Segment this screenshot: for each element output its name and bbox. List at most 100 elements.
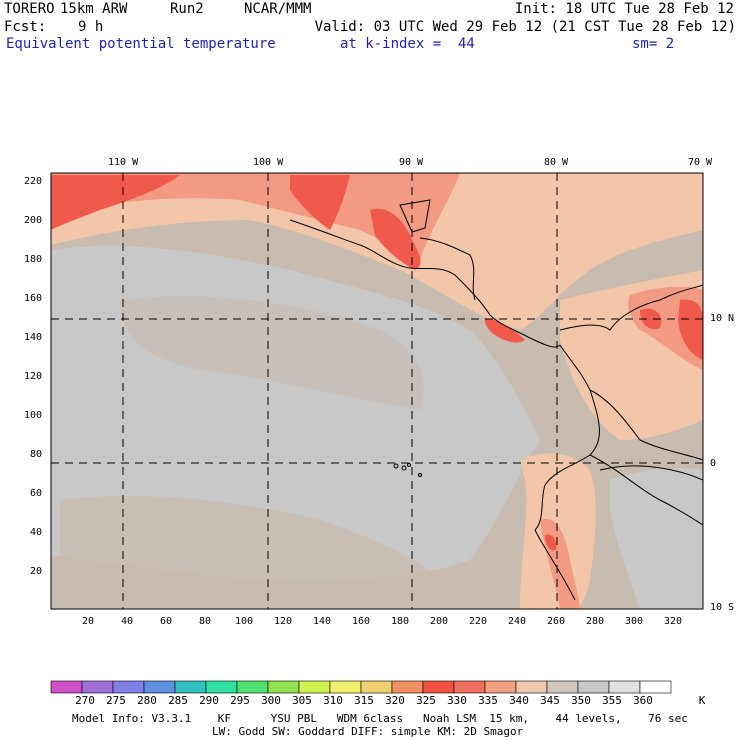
colorbar-swatch — [174, 680, 207, 694]
hot-region-central-america — [370, 208, 421, 270]
x-tick: 180 — [391, 616, 410, 627]
model-info: Model Info: V3.3.1 KF YSU PBL WDM 6class… — [72, 712, 688, 725]
lon-label-80w: 80 W — [544, 157, 569, 168]
forecast-hour: 9 h — [78, 19, 104, 35]
y-tick: 60 — [30, 488, 43, 499]
cool-amazon-region — [610, 468, 703, 609]
x-tick: 100 — [235, 616, 254, 627]
forecast-label: Fcst: — [4, 19, 47, 35]
ocean-tan-band — [120, 296, 424, 410]
hot-region-northwest — [51, 175, 180, 230]
run-label: Run2 — [170, 1, 204, 17]
init-time: Init: 18 UTC Tue 28 Feb 12 — [514, 1, 734, 17]
x-tick: 160 — [352, 616, 371, 627]
y-tick: 20 — [30, 566, 43, 577]
y-tick: 40 — [30, 527, 43, 538]
colorbar-swatch — [422, 680, 455, 694]
lat-label-10s: 10 S — [710, 602, 735, 613]
x-tick: 80 — [199, 616, 212, 627]
colorbar-level: 335 — [478, 694, 498, 707]
lat-lon-grid — [51, 173, 703, 609]
warm-salmon-band-north — [51, 173, 460, 260]
model-resolution: 15km ARW — [60, 1, 128, 17]
colorbar-level: 290 — [199, 694, 219, 707]
center-label: NCAR/MMM — [244, 1, 312, 17]
y-tick: 220 — [24, 176, 43, 187]
x-tick: 260 — [547, 616, 566, 627]
y-tick: 140 — [24, 332, 43, 343]
hot-region-venezuela — [640, 299, 703, 360]
coastlines — [289, 199, 703, 601]
colorbar-level: 355 — [602, 694, 622, 707]
x-tick: 120 — [274, 616, 293, 627]
x-tick: 200 — [430, 616, 449, 627]
y-tick: 120 — [24, 371, 43, 382]
lon-label-110w: 110 W — [108, 157, 139, 168]
colorbar-swatch — [484, 680, 517, 694]
hot-region-costa-rica — [484, 318, 525, 343]
physics-info: LW: Godd SW: Goddard DIFF: simple KM: 2D… — [212, 725, 524, 738]
x-tick: 40 — [121, 616, 134, 627]
y-tick: 200 — [24, 215, 43, 226]
level-label: at k-index = 44 — [340, 36, 475, 52]
colorbar-level: 300 — [261, 694, 281, 707]
colorbar-level: 350 — [571, 694, 591, 707]
x-tick: 280 — [586, 616, 605, 627]
y-tick: 180 — [24, 254, 43, 265]
colorbar-level: 310 — [323, 694, 343, 707]
colorbar-swatch — [515, 680, 548, 694]
colorbar-level: 305 — [292, 694, 312, 707]
colorbar-swatch — [81, 680, 114, 694]
colorbar-level: 280 — [137, 694, 157, 707]
colorbar-swatch — [391, 680, 424, 694]
map-frame — [50, 172, 704, 610]
colorbar-swatch — [453, 680, 486, 694]
x-tick: 220 — [469, 616, 488, 627]
x-tick: 140 — [313, 616, 332, 627]
y-tick: 160 — [24, 293, 43, 304]
x-tick: 300 — [625, 616, 644, 627]
colorbar-swatch — [205, 680, 238, 694]
hot-region-mexico-coast — [290, 175, 350, 230]
colorbar — [50, 680, 672, 694]
colorbar-level: 275 — [106, 694, 126, 707]
field-name: Equivalent potential temperature — [6, 36, 276, 52]
colorbar-swatch — [298, 680, 331, 694]
colorbar-swatch — [329, 680, 362, 694]
lon-label-90w: 90 W — [399, 157, 424, 168]
colorbar-level: 340 — [509, 694, 529, 707]
smoothing-label: sm= 2 — [632, 36, 675, 52]
y-tick: 80 — [30, 449, 43, 460]
colorbar-level: 360 — [633, 694, 653, 707]
lon-label-70w: 70 W — [688, 157, 713, 168]
lat-label-0: 0 — [710, 458, 717, 469]
colorbar-swatch — [236, 680, 269, 694]
y-tick: 100 — [24, 410, 43, 421]
colorbar-swatch — [360, 680, 393, 694]
colorbar-level: 320 — [385, 694, 405, 707]
colorbar-swatch — [577, 680, 610, 694]
x-tick: 320 — [664, 616, 683, 627]
x-tick: 240 — [508, 616, 527, 627]
lon-label-100w: 100 W — [253, 157, 284, 168]
colorbar-swatch — [267, 680, 300, 694]
colorbar-swatch — [546, 680, 579, 694]
colorbar-swatch — [112, 680, 145, 694]
colorbar-level: 325 — [416, 694, 436, 707]
x-tick: 60 — [160, 616, 173, 627]
colorbar-level: 270 — [75, 694, 95, 707]
model-name: TORERO — [4, 1, 55, 17]
colorbar-unit: K — [698, 694, 706, 707]
colorbar-level: 285 — [168, 694, 188, 707]
colorbar-swatch — [639, 680, 672, 694]
colorbar-swatch — [608, 680, 641, 694]
hot-region-peru — [545, 534, 557, 551]
colorbar-level: 345 — [540, 694, 560, 707]
ocean-tan-patch — [60, 496, 440, 597]
valid-time: Valid: 03 UTC Wed 29 Feb 12 (21 CST Tue … — [314, 19, 736, 35]
x-tick: 20 — [82, 616, 95, 627]
colorbar-swatch — [143, 680, 176, 694]
colorbar-level: 315 — [354, 694, 374, 707]
colorbar-level: 295 — [230, 694, 250, 707]
